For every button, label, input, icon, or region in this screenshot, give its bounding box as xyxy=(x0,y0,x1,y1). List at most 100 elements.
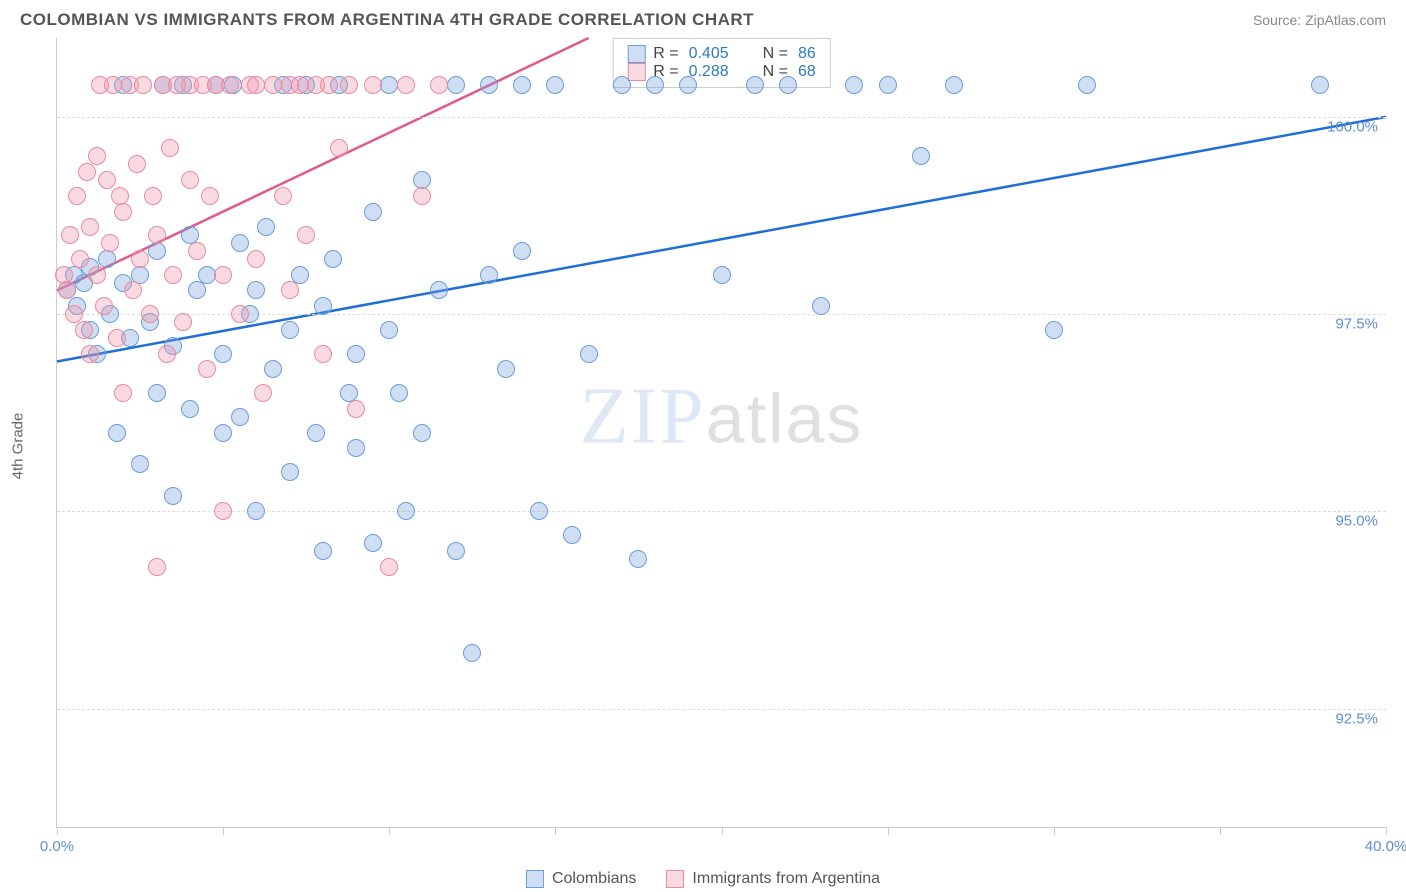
y-tick-label: 95.0% xyxy=(1335,513,1378,530)
data-point xyxy=(447,542,465,560)
data-point xyxy=(364,76,382,94)
data-point xyxy=(314,297,332,315)
bottom-legend-item: Immigrants from Argentina xyxy=(666,870,880,888)
stat-n-label: N = xyxy=(763,45,788,63)
data-point xyxy=(148,384,166,402)
data-point xyxy=(181,400,199,418)
data-point xyxy=(257,218,275,236)
legend-stat-row: R = 0.405N = 86 xyxy=(627,45,816,63)
bottom-legend: Colombians Immigrants from Argentina xyxy=(526,870,880,888)
data-point xyxy=(1311,76,1329,94)
data-point xyxy=(264,360,282,378)
data-point xyxy=(779,76,797,94)
data-point xyxy=(78,163,96,181)
data-point xyxy=(114,203,132,221)
y-axis-label: 4th Grade xyxy=(10,413,27,480)
data-point xyxy=(214,266,232,284)
data-point xyxy=(164,266,182,284)
legend-stats-box: R = 0.405N = 86R = 0.288N = 68 xyxy=(612,38,831,88)
data-point xyxy=(231,408,249,426)
data-point xyxy=(314,345,332,363)
data-point xyxy=(291,266,309,284)
x-tick xyxy=(389,827,390,835)
data-point xyxy=(198,360,216,378)
data-point xyxy=(281,281,299,299)
data-point xyxy=(214,502,232,520)
data-point xyxy=(513,242,531,260)
data-point xyxy=(480,76,498,94)
data-point xyxy=(264,76,282,94)
data-point xyxy=(181,171,199,189)
data-point xyxy=(480,266,498,284)
legend-label: Colombians xyxy=(552,870,636,888)
data-point xyxy=(746,76,764,94)
data-point xyxy=(188,281,206,299)
stat-r-label: R = xyxy=(653,45,678,63)
data-point xyxy=(141,305,159,323)
x-tick xyxy=(223,827,224,835)
legend-swatch xyxy=(627,45,645,63)
data-point xyxy=(364,203,382,221)
data-point xyxy=(214,424,232,442)
data-point xyxy=(134,76,152,94)
x-tick xyxy=(888,827,889,835)
data-point xyxy=(101,234,119,252)
data-point xyxy=(1045,321,1063,339)
data-point xyxy=(231,305,249,323)
data-point xyxy=(254,384,272,402)
scatter-chart: ZIPatlas R = 0.405N = 86R = 0.288N = 68 … xyxy=(56,38,1386,828)
data-point xyxy=(247,250,265,268)
data-point xyxy=(347,345,365,363)
stat-r-value: 0.405 xyxy=(689,45,729,63)
data-point xyxy=(324,250,342,268)
data-point xyxy=(397,76,415,94)
data-point xyxy=(108,424,126,442)
data-point xyxy=(320,76,338,94)
data-point xyxy=(580,345,598,363)
data-point xyxy=(380,76,398,94)
data-point xyxy=(297,226,315,244)
header: COLOMBIAN VS IMMIGRANTS FROM ARGENTINA 4… xyxy=(0,0,1406,38)
legend-swatch xyxy=(666,870,684,888)
data-point xyxy=(174,313,192,331)
data-point xyxy=(347,400,365,418)
data-point xyxy=(231,234,249,252)
data-point xyxy=(75,321,93,339)
data-point xyxy=(629,550,647,568)
y-tick-label: 92.5% xyxy=(1335,710,1378,727)
y-gridline xyxy=(57,709,1386,710)
data-point xyxy=(214,345,232,363)
data-point xyxy=(148,558,166,576)
data-point xyxy=(81,345,99,363)
x-tick xyxy=(57,827,58,835)
data-point xyxy=(912,147,930,165)
data-point xyxy=(98,250,116,268)
data-point xyxy=(161,139,179,157)
data-point xyxy=(347,439,365,457)
data-point xyxy=(879,76,897,94)
data-point xyxy=(88,266,106,284)
data-point xyxy=(114,384,132,402)
data-point xyxy=(71,250,89,268)
data-point xyxy=(61,226,79,244)
bottom-legend-item: Colombians xyxy=(526,870,636,888)
data-point xyxy=(124,281,142,299)
legend-swatch xyxy=(526,870,544,888)
stat-n-value: 68 xyxy=(798,63,816,81)
y-gridline xyxy=(57,117,1386,118)
data-point xyxy=(713,266,731,284)
data-point xyxy=(307,424,325,442)
data-point xyxy=(430,281,448,299)
data-point xyxy=(646,76,664,94)
data-point xyxy=(81,218,99,236)
x-tick xyxy=(555,827,556,835)
legend-swatch xyxy=(627,63,645,81)
data-point xyxy=(98,171,116,189)
data-point xyxy=(281,321,299,339)
data-point xyxy=(447,76,465,94)
data-point xyxy=(563,526,581,544)
data-point xyxy=(314,542,332,560)
data-point xyxy=(281,463,299,481)
data-point xyxy=(330,139,348,157)
data-point xyxy=(291,76,309,94)
